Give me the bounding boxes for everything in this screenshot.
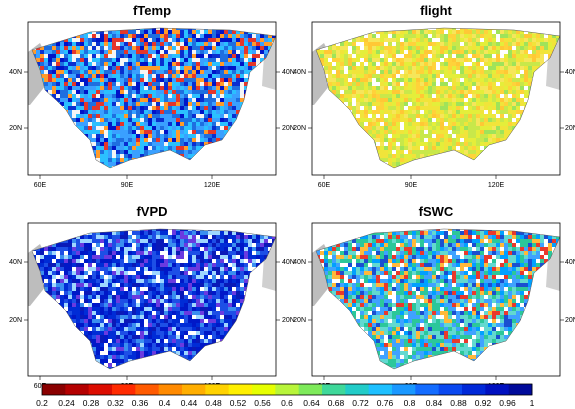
colorbar-label: 0.36 [132, 398, 149, 408]
colorbar-swatch [135, 384, 160, 395]
colorbar-swatch [438, 384, 463, 395]
x-tick-label: 60E [34, 182, 47, 189]
panel-title: fSWC [419, 204, 454, 219]
panel-fvpd: fVPD 60E 90E 120E 40N 20N 40N 20N [9, 204, 295, 390]
colorbar-frame [41, 383, 533, 396]
colorbar-label: 0.92 [475, 398, 492, 408]
panel-title: fVPD [136, 204, 167, 219]
colorbar-label: 0.76 [377, 398, 394, 408]
colorbar-swatch [228, 384, 253, 395]
colorbar-swatch [462, 384, 486, 395]
map-frame [311, 222, 561, 377]
colorbar-label: 0.44 [181, 398, 198, 408]
map-frame [27, 222, 277, 377]
colorbar-label: 0.84 [426, 398, 443, 408]
colorbar-label: 0.6 [281, 398, 293, 408]
colorbar-labels: 0.2 0.24 0.28 0.32 0.36 0.4 0.44 0.48 0.52 0.56 0.… [36, 398, 535, 408]
colorbar-label: 0.72 [352, 398, 369, 408]
colorbar-swatch [392, 384, 416, 395]
y-tick-label: 20N [9, 317, 22, 324]
colorbar-label: 0.32 [107, 398, 124, 408]
y-tick-label: 20N [293, 317, 306, 324]
colorbar-swatch [65, 384, 90, 395]
colorbar-label: 0.48 [205, 398, 222, 408]
x-tick-label: 120E [488, 182, 505, 189]
y-tick-label-right: 20N [565, 125, 575, 132]
map-area [312, 223, 560, 376]
colorbar-label: 0.64 [303, 398, 320, 408]
y-tick-label: 40N [293, 69, 306, 76]
y-tick-label-right: 40N [565, 69, 575, 76]
colorbar-swatch [345, 384, 370, 395]
colorbar-swatch [158, 384, 183, 395]
panel-title: fTemp [133, 3, 171, 18]
colorbar-label: 0.96 [499, 398, 516, 408]
colorbar-label: 0.2 [36, 398, 48, 408]
x-tick-label: 90E [405, 182, 418, 189]
map-frame [27, 21, 277, 176]
colorbar-label: 0.56 [254, 398, 271, 408]
x-tick-label: 60E [34, 383, 47, 390]
panel-flight: flight 60E 90E 120E 40N 20N 40N 20N [293, 3, 575, 189]
colorbar-swatch [252, 384, 276, 395]
y-tick-label: 40N [9, 259, 22, 266]
colorbar-swatches [42, 384, 533, 395]
coastline [315, 228, 560, 370]
x-tick-label: 90E [121, 182, 134, 189]
colorbar-label: 1 [530, 398, 535, 408]
y-tick-label: 20N [9, 125, 22, 132]
colorbar-swatch [112, 384, 136, 395]
colorbar-swatch [182, 384, 206, 395]
map-area [28, 22, 276, 175]
coastline [315, 27, 560, 169]
colorbar-label: 0.88 [450, 398, 467, 408]
x-tick-label: 120E [204, 182, 221, 189]
y-tick-label: 40N [9, 69, 22, 76]
colorbar-label: 0.8 [404, 398, 416, 408]
map-frame [311, 21, 561, 176]
colorbar: 0.2 0.24 0.28 0.32 0.36 0.4 0.44 0.48 0.52 0.56 0.… [36, 383, 535, 408]
colorbar-label: 0.52 [230, 398, 247, 408]
colorbar-swatch [42, 384, 66, 395]
panel-ftemp: fTemp 60E 90E 120E 40N 20N 40N 20N [9, 3, 295, 189]
y-tick-label-right: 40N [565, 259, 575, 266]
colorbar-label: 0.28 [83, 398, 100, 408]
x-tick-label: 60E [318, 182, 331, 189]
y-tick-label-right: 20N [282, 125, 295, 132]
colorbar-swatch [485, 384, 510, 395]
colorbar-swatch [322, 384, 346, 395]
y-tick-label: 40N [293, 259, 306, 266]
colorbar-swatch [298, 384, 323, 395]
y-tick-label-right: 40N [282, 69, 295, 76]
colorbar-label: 0.68 [328, 398, 345, 408]
map-mask-region [28, 22, 80, 50]
colorbar-label: 0.4 [159, 398, 171, 408]
y-tick-label-right: 20N [565, 317, 575, 324]
panel-title: flight [420, 3, 452, 18]
colorbar-swatch [508, 384, 533, 395]
coastline [31, 27, 276, 169]
colorbar-swatch [205, 384, 230, 395]
colorbar-swatch [368, 384, 393, 395]
y-tick-label: 20N [293, 125, 306, 132]
colorbar-swatch [88, 384, 113, 395]
colorbar-swatch [415, 384, 440, 395]
colorbar-label: 0.24 [58, 398, 75, 408]
colorbar-swatch [275, 384, 300, 395]
y-tick-label-right: 20N [282, 317, 295, 324]
panel-fswc: fSWC 60E 90E 120E 40N 20N 40N 20N [293, 204, 575, 390]
coastline [31, 228, 276, 370]
y-tick-label-right: 40N [282, 259, 295, 266]
map-area [312, 22, 560, 175]
map-area [28, 223, 276, 376]
